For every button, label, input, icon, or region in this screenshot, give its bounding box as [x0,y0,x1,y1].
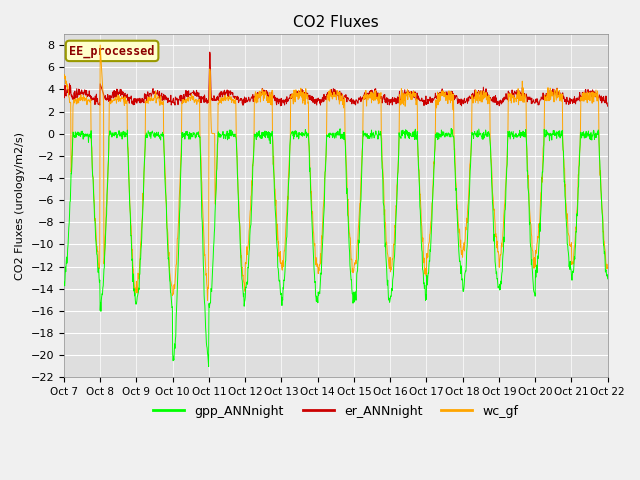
Text: EE_processed: EE_processed [69,44,155,58]
Y-axis label: CO2 Fluxes (urology/m2/s): CO2 Fluxes (urology/m2/s) [15,132,25,280]
Legend: gpp_ANNnight, er_ANNnight, wc_gf: gpp_ANNnight, er_ANNnight, wc_gf [148,400,524,423]
Title: CO2 Fluxes: CO2 Fluxes [293,15,379,30]
